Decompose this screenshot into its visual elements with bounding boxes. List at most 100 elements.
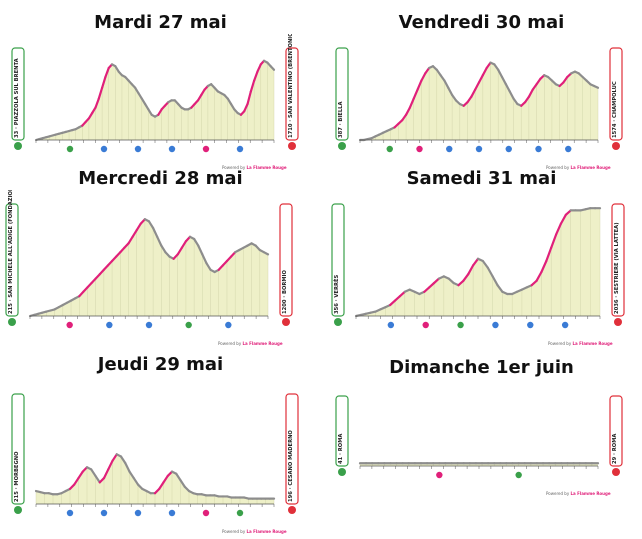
- profile-segment: [176, 246, 183, 256]
- profile-segment: [550, 233, 558, 249]
- profile-segment: [162, 474, 169, 484]
- finish-marker-frame: [285, 393, 299, 505]
- profile-segment: [179, 479, 186, 488]
- profile-segment: [424, 66, 431, 75]
- profile-segment: [77, 470, 84, 480]
- start-marker: 215 · SAN MICHELE ALL'ADIGE (FONDAZIONE …: [5, 190, 19, 326]
- finish-marker: 1200 · BORMIO: [279, 203, 293, 326]
- profile-segment: [474, 81, 481, 91]
- profile-segment: [147, 220, 155, 230]
- profile-segment: [472, 257, 480, 267]
- stage-profile-vendredi: 387 · BIELLA 1574 · CHAMPOLUC: [334, 34, 624, 164]
- stage-profile-mercredi: 215 · SAN MICHELE ALL'ADIGE (FONDAZIONE …: [4, 190, 294, 340]
- kom-marker-icon: [66, 509, 74, 517]
- finish-label: 196 · CESANO MADERNO: [288, 430, 294, 502]
- profile-segment: [104, 66, 110, 79]
- profile-area: [360, 62, 598, 140]
- profile-segment: [416, 79, 423, 91]
- finish-flag-icon: [288, 506, 296, 514]
- profile-segment: [152, 226, 159, 238]
- start-label: 33 · PIAZZOLA SUL BRENTA: [14, 58, 20, 138]
- profile-segment: [158, 481, 165, 490]
- kom-marker-icon: [106, 321, 113, 329]
- profile-segment: [132, 476, 140, 486]
- kom-marker-icon: [134, 145, 142, 153]
- bonus-marker-icon: [416, 145, 423, 153]
- finish-marker-frame: [285, 47, 299, 141]
- credit-mercredi: Powered by La Flamme Rouge: [218, 341, 283, 346]
- profile-segment: [111, 453, 118, 462]
- profile-segment: [94, 97, 100, 109]
- start-marker: 41 · ROMA: [335, 395, 349, 476]
- finish-marker: 1574 · CHAMPOLUC: [609, 47, 623, 150]
- stage-title-vendredi: Vendredi 30 mai: [398, 12, 565, 33]
- start-flag-icon: [338, 468, 346, 476]
- sprint-marker-icon: [515, 471, 522, 479]
- bonus-marker-icon: [436, 471, 443, 479]
- finish-marker-frame: [609, 47, 623, 141]
- profile-segment: [500, 75, 507, 86]
- profile-segment: [531, 83, 538, 91]
- start-label: 356 · VERRÈS: [332, 274, 340, 314]
- profile-segment: [470, 88, 477, 98]
- sprint-marker-icon: [457, 321, 464, 329]
- stage-title-samedi: Samedi 31 mai: [406, 168, 557, 189]
- stage-title-mercredi: Mercredi 28 mai: [78, 168, 243, 189]
- profile-segment: [262, 251, 270, 256]
- profile-segment: [496, 284, 504, 293]
- stage-profile-mardi: 33 · PIAZZOLA SUL BRENTA 1710 · SAN VALEN…: [10, 34, 300, 164]
- profile-svg-mardi: 33 · PIAZZOLA SUL BRENTA 1710 · SAN VALEN…: [11, 34, 299, 153]
- profile-segment: [467, 264, 475, 276]
- profile-segment: [562, 75, 569, 84]
- stage-title-dimanche: Dimanche 1er juin: [389, 357, 574, 378]
- profile-svg-dimanche: 41 · ROMA 29 · ROMA: [335, 395, 623, 479]
- profile-svg-mercredi: 215 · SAN MICHELE ALL'ADIGE (FONDAZIONE …: [5, 190, 293, 329]
- profile-segment: [554, 222, 563, 236]
- finish-label: 29 · ROMA: [612, 434, 618, 464]
- kom-marker-icon: [527, 321, 534, 329]
- profile-segment: [497, 68, 504, 79]
- profile-segment: [493, 63, 500, 71]
- profile-segment: [160, 244, 167, 254]
- profile-segment: [523, 95, 531, 104]
- profile-segment: [545, 246, 553, 263]
- credit-vendredi: Powered by La Flamme Rouge: [546, 165, 611, 170]
- kom-marker-icon: [225, 321, 232, 329]
- profile-segment: [462, 273, 470, 282]
- profile-segment: [593, 84, 600, 89]
- profile-segment: [94, 474, 101, 484]
- profile-segment: [97, 86, 104, 100]
- profile-segment: [246, 90, 252, 106]
- profile-segment: [197, 244, 204, 256]
- finish-label: 2036 · SESTRIERE (VIA LATTEA): [614, 222, 620, 314]
- kom-marker-icon: [168, 145, 176, 153]
- profile-segment: [119, 455, 127, 465]
- profile-segment: [175, 472, 182, 482]
- finish-flag-icon: [612, 142, 620, 150]
- profile-segment: [466, 95, 473, 104]
- kom-marker-icon: [387, 321, 395, 329]
- profile-segment: [435, 68, 442, 77]
- bonus-marker-icon: [202, 145, 210, 153]
- profile-segment: [135, 222, 142, 232]
- profile-segment: [486, 266, 494, 278]
- profile-segment: [481, 66, 488, 77]
- start-marker: 356 · VERRÈS: [331, 203, 345, 326]
- profile-segment: [512, 97, 519, 106]
- sprint-marker-icon: [236, 509, 244, 517]
- kom-marker-icon: [446, 145, 453, 153]
- profile-segment: [439, 74, 446, 82]
- profile-segment: [180, 240, 188, 249]
- profile-segment: [447, 86, 454, 97]
- profile-segment: [73, 476, 80, 486]
- stage-profile-samedi: 356 · VERRÈS 2036 · SESTRIERE (VIA LATTEA…: [330, 190, 626, 340]
- kom-marker-icon: [492, 321, 499, 329]
- profile-segment: [477, 74, 484, 84]
- profile-segment: [256, 63, 262, 73]
- profile-area: [30, 219, 268, 316]
- profile-segment: [408, 97, 415, 109]
- profile-svg-jeudi: 215 · MORBEGNO 196 · CESANO MADERNO: [11, 393, 299, 517]
- profile-segment: [243, 102, 249, 113]
- finish-marker: 29 · ROMA: [609, 395, 623, 476]
- profile-segment: [205, 262, 212, 271]
